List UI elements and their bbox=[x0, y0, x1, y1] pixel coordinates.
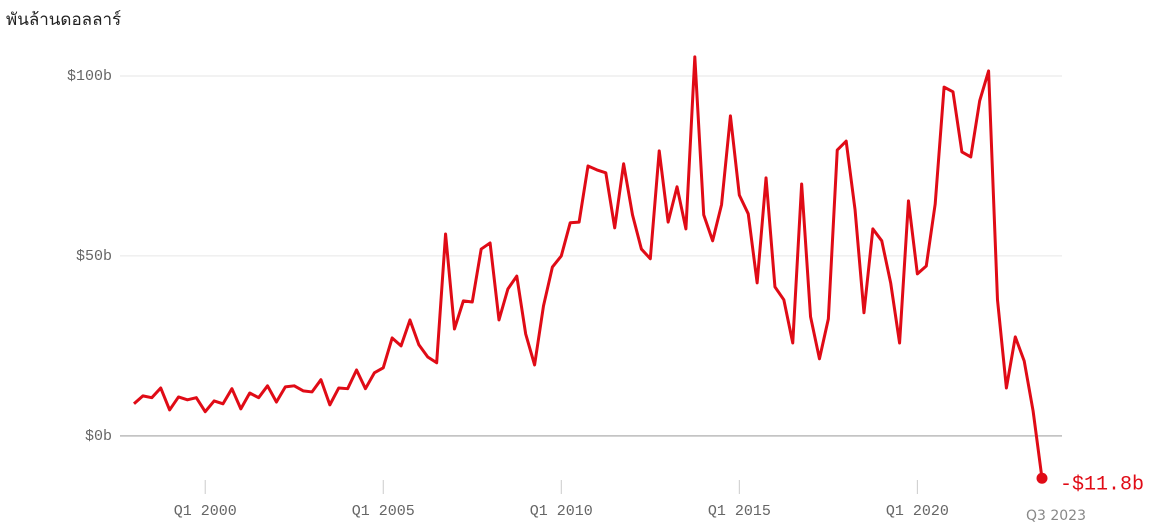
x-tick-label: Q1 2000 bbox=[174, 503, 237, 520]
line bbox=[133, 55, 1044, 479]
y-tick-label: $50b bbox=[76, 248, 112, 265]
x-tick-label: Q1 2015 bbox=[708, 503, 771, 520]
y-tick-label: $0b bbox=[85, 428, 112, 445]
x-tick-label: Q1 2005 bbox=[352, 503, 415, 520]
x-tick-label: Q1 2020 bbox=[886, 503, 949, 520]
x-tick-label: Q3 2023 bbox=[1026, 508, 1086, 524]
value-label: -$11.8b bbox=[1060, 474, 1144, 497]
y-axis-label: พันล้านดอลลาร์ bbox=[6, 10, 121, 30]
end-dot bbox=[1036, 472, 1048, 484]
y-tick-label: $100b bbox=[67, 68, 112, 85]
x-tick-label: Q1 2010 bbox=[530, 503, 593, 520]
